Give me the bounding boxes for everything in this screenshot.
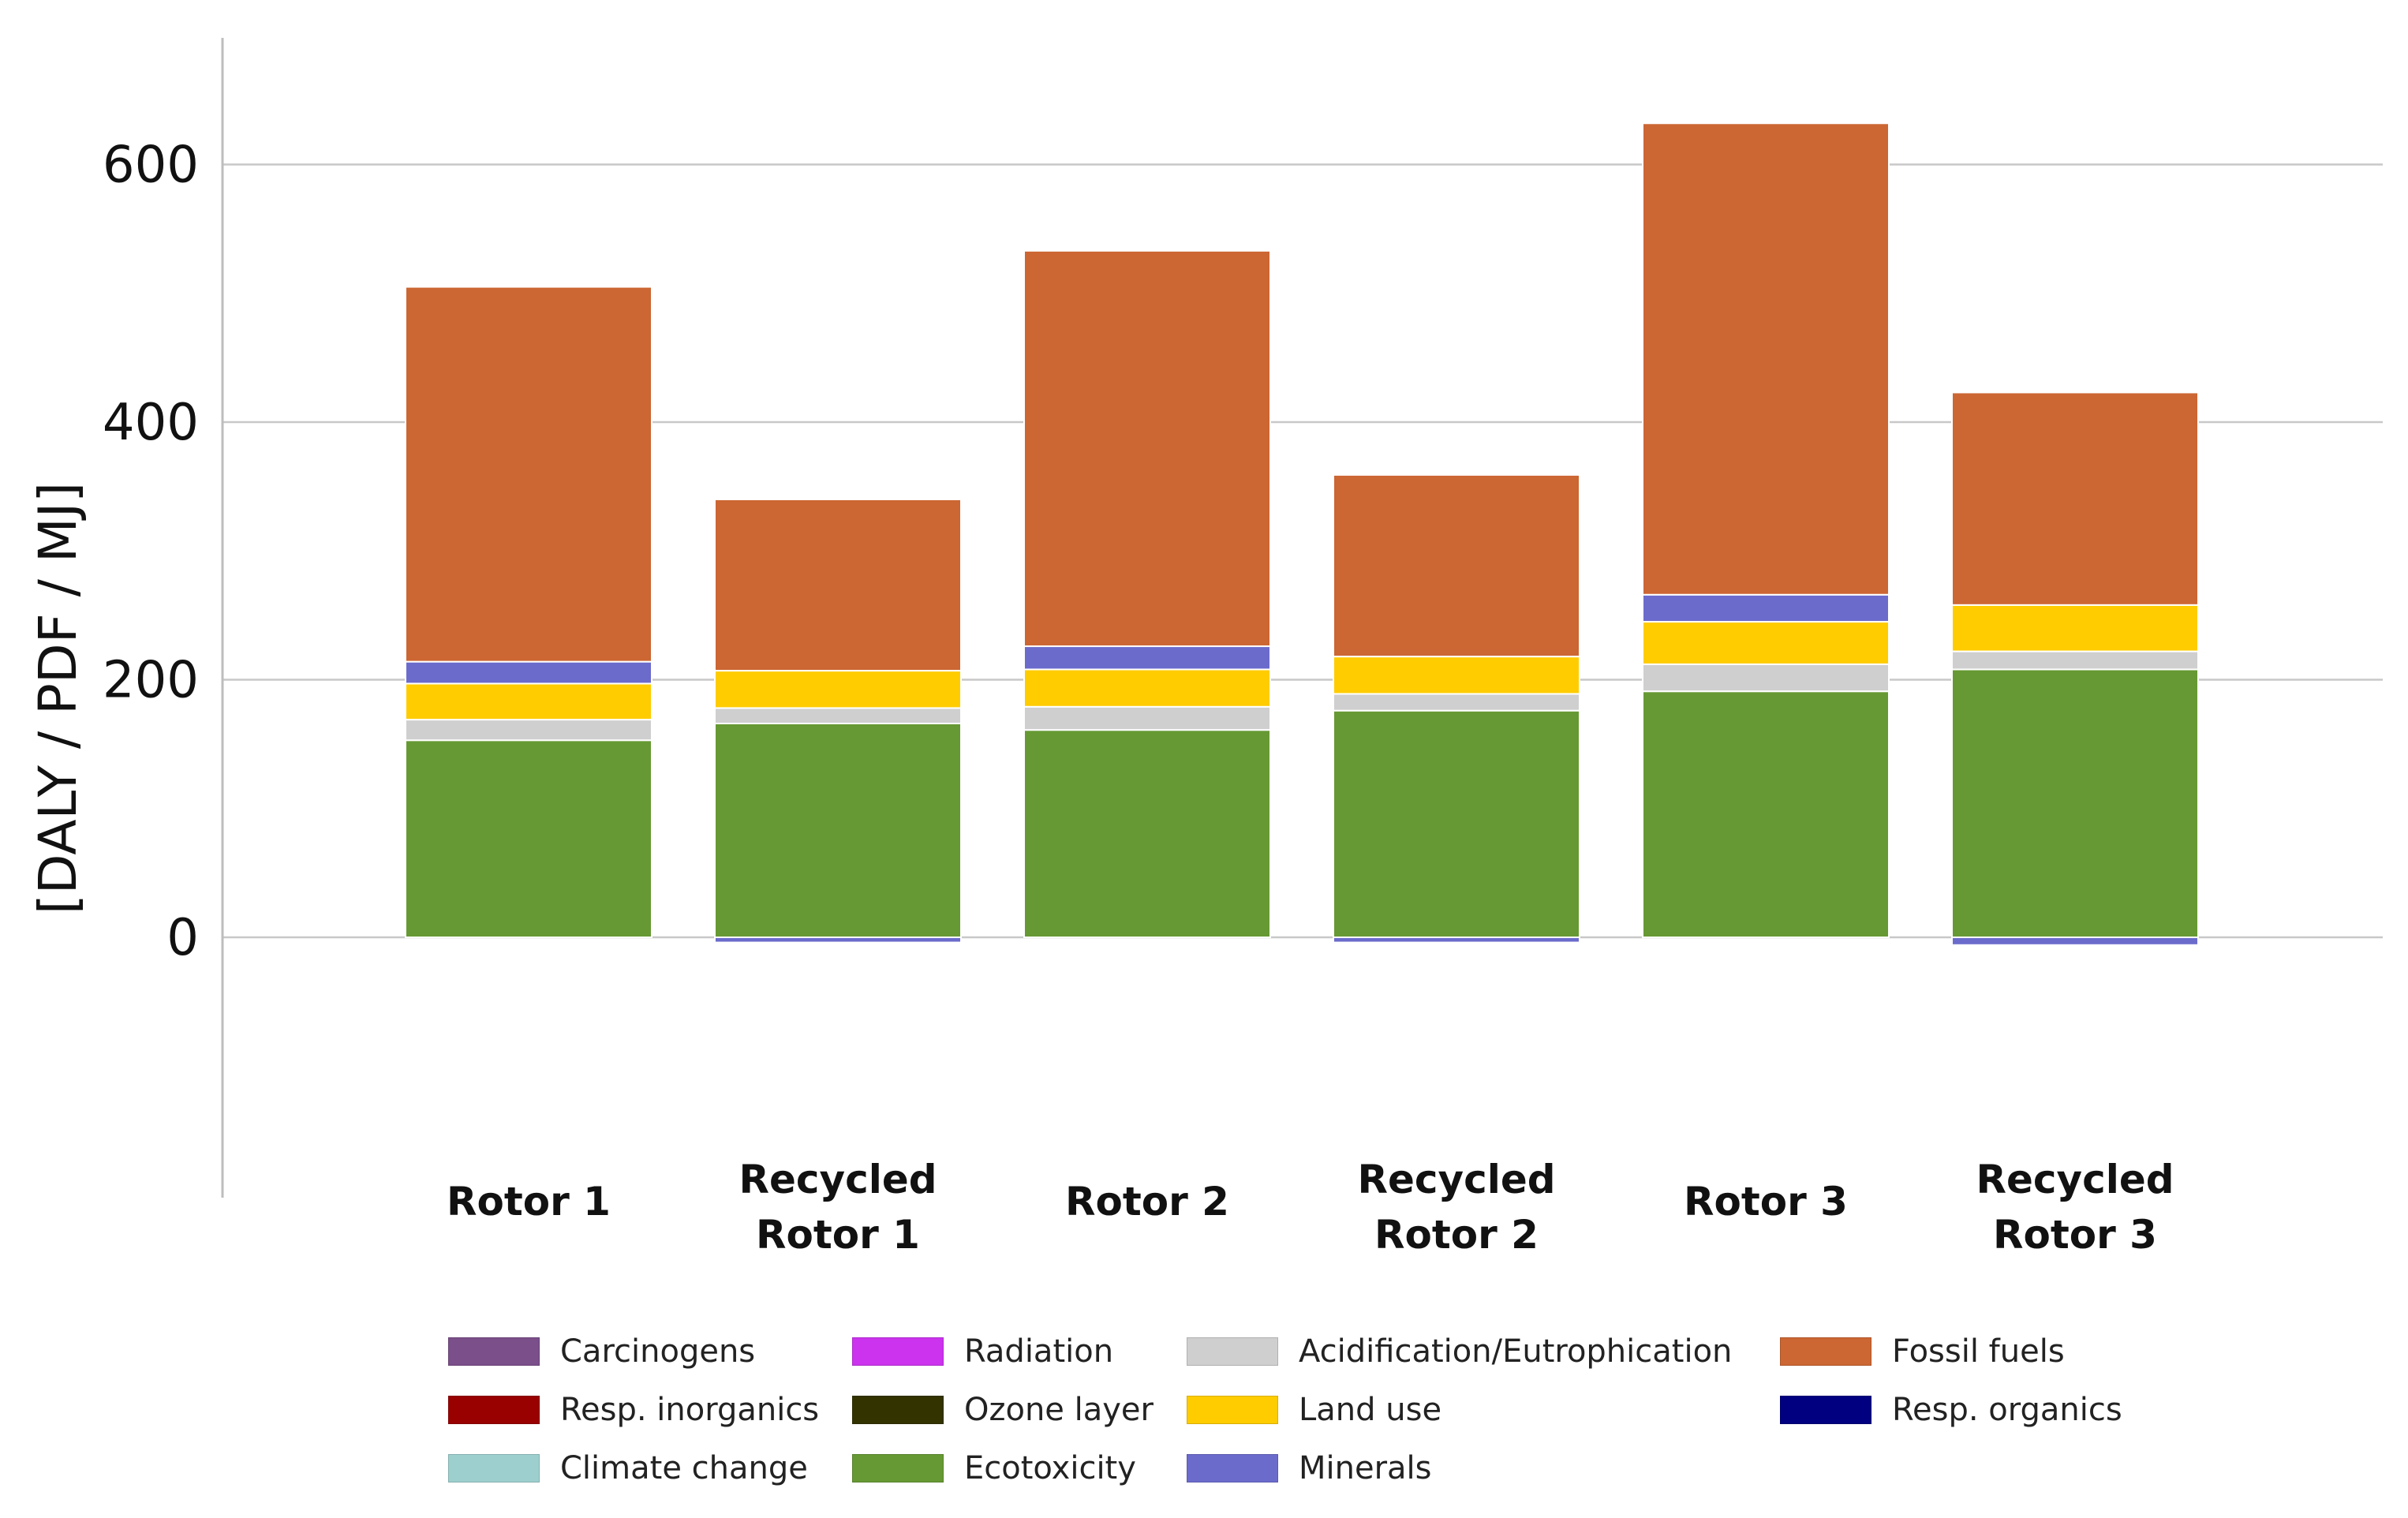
legend-label: Ozone layer	[964, 1392, 1154, 1428]
bar-rotor-1-acidification-eutrophication	[405, 719, 652, 742]
legend-label: Acidification/Eutrophication	[1299, 1333, 1733, 1370]
bar-series	[405, 122, 2199, 946]
x-label-recycled-rotor-1: Recycled Rotor 1	[738, 1157, 937, 1258]
bar-recycled-rotor-1-land-use	[714, 670, 962, 709]
x-label-line: Recycled	[1976, 1157, 2174, 1202]
x-label-rotor-2: Rotor 2	[1065, 1179, 1229, 1224]
legend-item-acidification-eutrophication: Acidification/Eutrophication	[1187, 1333, 1732, 1370]
legend-label: Ecotoxicity	[964, 1450, 1136, 1486]
x-label-line: Recycled	[1357, 1157, 1555, 1202]
bar-recycled-rotor-1-minerals	[714, 937, 962, 944]
x-label-rotor-1: Rotor 1	[447, 1179, 611, 1224]
y-tick-600: 600	[103, 136, 199, 195]
bar-rotor-3-land-use	[1642, 621, 1890, 665]
legend-item-minerals: Minerals	[1187, 1450, 1432, 1486]
legend-swatch	[448, 1454, 540, 1482]
legend-item-resp-inorganics: Resp. inorganics	[448, 1392, 819, 1428]
bar-recycled-rotor-2-minerals	[1333, 937, 1580, 944]
bar-recycled-rotor-1-ecotoxicity	[714, 723, 962, 938]
bar-rotor-3-minerals	[1642, 593, 1890, 623]
bar-recycled-rotor-3-land-use	[1951, 604, 2199, 652]
bar-rotor-1-ecotoxicity	[405, 739, 652, 938]
bar-rotor-2-ecotoxicity	[1023, 729, 1271, 938]
bar-rotor-2-minerals	[1023, 645, 1271, 671]
y-tick-labels: 0 200 400 600	[103, 136, 199, 968]
legend-label: Radiation	[964, 1333, 1114, 1370]
bar-recycled-rotor-3-acidification-eutrophication	[1951, 650, 2199, 671]
legend-label: Fossil fuels	[1892, 1333, 2065, 1370]
x-label-rotor-3: Rotor 3	[1684, 1179, 1848, 1224]
bar-rotor-3-ecotoxicity	[1642, 690, 1890, 938]
bar-rotor-2-acidification-eutrophication	[1023, 705, 1271, 731]
x-label-recycled-rotor-2: Recycled Rotor 2	[1357, 1157, 1555, 1258]
bar-recycled-rotor-1-fossil-fuels	[714, 498, 962, 672]
bar-rotor-2-land-use	[1023, 668, 1271, 708]
legend-label: Resp. organics	[1892, 1392, 2122, 1428]
legend-label: Minerals	[1299, 1450, 1432, 1486]
x-label-line: Rotor 2	[1374, 1212, 1539, 1258]
bar-recycled-rotor-3-ecotoxicity	[1951, 668, 2199, 938]
bar-rotor-3-fossil-fuels	[1642, 122, 1890, 596]
legend-label: Resp. inorganics	[560, 1392, 820, 1428]
legend-swatch	[448, 1396, 540, 1424]
bar-rotor-1-minerals	[405, 660, 652, 685]
y-tick-400: 400	[103, 394, 199, 452]
bar-recycled-rotor-2-ecotoxicity	[1333, 709, 1580, 938]
legend-item-radiation: Radiation	[852, 1333, 1113, 1370]
x-category-labels: Rotor 1 Recycled Rotor 1 Rotor 2 Recycled Rot…	[447, 1157, 2174, 1258]
legend-swatch	[1187, 1337, 1278, 1366]
x-label-line: Rotor 1	[447, 1179, 611, 1224]
legend-label: Carcinogens	[560, 1333, 756, 1370]
legend-item-carcinogens: Carcinogens	[448, 1333, 755, 1370]
x-label-line: Rotor 3	[1993, 1212, 2157, 1258]
legend-swatch	[1780, 1337, 1871, 1366]
x-label-line: Rotor 3	[1684, 1179, 1848, 1224]
legend-swatch	[1187, 1454, 1278, 1482]
bar-rotor-2-fossil-fuels	[1023, 249, 1271, 648]
legend-label: Land use	[1299, 1392, 1442, 1428]
bar-recycled-rotor-2-acidification-eutrophication	[1333, 693, 1580, 712]
bar-recycled-rotor-1-acidification-eutrophication	[714, 707, 962, 725]
legend-item-climate-change: Climate change	[448, 1450, 808, 1486]
bar-recycled-rotor-2-land-use	[1333, 656, 1580, 695]
bar-rotor-1-fossil-fuels	[405, 286, 652, 663]
x-label-line: Rotor 2	[1065, 1179, 1229, 1224]
legend-swatch	[852, 1396, 944, 1424]
legend-item-resp-organics: Resp. organics	[1780, 1392, 2122, 1428]
bar-recycled-rotor-3-fossil-fuels	[1951, 391, 2199, 606]
bar-recycled-rotor-2-fossil-fuels	[1333, 473, 1580, 658]
legend-item-land-use: Land use	[1187, 1392, 1441, 1428]
legend-item-ozone-layer: Ozone layer	[852, 1392, 1154, 1428]
legend-swatch	[1187, 1396, 1278, 1424]
legend-swatch	[1780, 1396, 1871, 1424]
y-tick-200: 200	[103, 652, 199, 710]
legend-label: Climate change	[560, 1450, 808, 1486]
legend-item-fossil-fuels: Fossil fuels	[1780, 1333, 2065, 1370]
bar-recycled-rotor-3-minerals	[1951, 937, 2199, 946]
legend-swatch	[852, 1337, 944, 1366]
chart-legend: Carcinogens Resp. inorganics Climate chang…	[448, 1333, 2342, 1507]
y-tick-0: 0	[166, 909, 199, 967]
y-axis-label: [DALY / PDF / MJ]	[28, 482, 88, 914]
legend-item-ecotoxicity: Ecotoxicity	[852, 1450, 1136, 1486]
legend-swatch	[448, 1337, 540, 1366]
x-label-line: Rotor 1	[756, 1212, 920, 1258]
bar-rotor-1-land-use	[405, 682, 652, 721]
x-label-recycled-rotor-3: Recycled Rotor 3	[1976, 1157, 2174, 1258]
legend-swatch	[852, 1454, 944, 1482]
x-label-line: Recycled	[738, 1157, 937, 1202]
bar-rotor-3-acidification-eutrophication	[1642, 663, 1890, 693]
